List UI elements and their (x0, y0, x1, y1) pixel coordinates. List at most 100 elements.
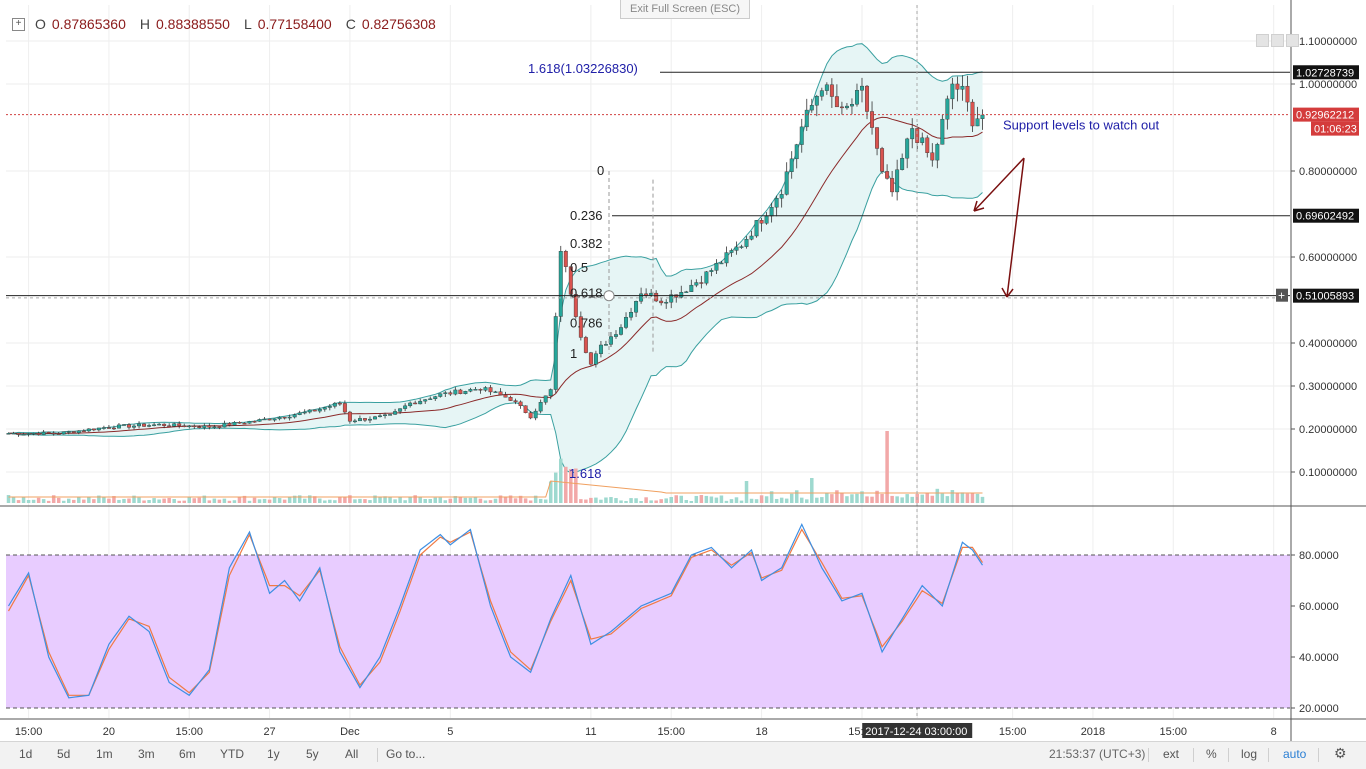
gear-icon[interactable]: ⚙ (1334, 745, 1347, 761)
candle-body (629, 311, 634, 318)
goto-button[interactable]: Go to... (386, 747, 426, 761)
candle (117, 422, 121, 429)
fib-level-label: 1 (570, 346, 577, 361)
volume-bar (845, 496, 849, 503)
pane-down-icon[interactable] (1271, 34, 1284, 47)
candle-body (428, 398, 433, 401)
candle (46, 431, 51, 434)
candle-body (187, 425, 192, 428)
candle-body (583, 337, 588, 353)
candle-body (865, 85, 869, 112)
volume-bar (353, 499, 357, 503)
range-6m-button[interactable]: 6m (179, 747, 196, 761)
support-note-label: Support levels to watch out (1003, 117, 1159, 132)
candle (91, 428, 96, 432)
log-toggle[interactable]: log (1241, 747, 1258, 761)
volume-bar (975, 493, 980, 503)
candle-body (418, 400, 423, 405)
volume-bar (764, 496, 769, 503)
volume-bar (132, 495, 136, 503)
x-tick-label: 15:00 (999, 726, 1027, 738)
candle (111, 425, 116, 430)
candle (513, 398, 518, 405)
candle-body (759, 220, 764, 224)
percent-toggle[interactable]: % (1206, 747, 1217, 761)
candle (508, 395, 513, 402)
range-1d-button[interactable]: 1d (19, 747, 33, 761)
volume-bar (749, 498, 754, 503)
volume-bar (734, 497, 739, 503)
candle-body (378, 415, 382, 417)
candle-body (363, 418, 367, 421)
toolbar-separator (377, 748, 378, 762)
exit-fullscreen-button[interactable]: Exit Full Screen (ESC) (620, 0, 750, 19)
volume-bar (830, 494, 834, 503)
candle-body (137, 423, 142, 427)
candle-body (403, 405, 408, 409)
range-5d-button[interactable]: 5d (57, 747, 71, 761)
x-tick-label: 15:00 (657, 726, 685, 738)
candle-body (945, 98, 950, 120)
range-1m-button[interactable]: 1m (96, 747, 113, 761)
candle (322, 406, 327, 412)
volume-bar (825, 492, 829, 503)
volume-bar (277, 498, 282, 503)
candle-body (644, 293, 649, 296)
candle-body (222, 423, 227, 428)
volume-bar (950, 490, 955, 503)
expand-icon[interactable]: + (12, 17, 25, 31)
volume-bar (468, 497, 473, 503)
candles (6, 75, 985, 437)
candle (76, 430, 81, 435)
candle (493, 390, 498, 393)
toolbar-separator (1268, 748, 1269, 762)
candle (252, 420, 257, 423)
candle-body (86, 428, 91, 432)
candle (719, 260, 724, 265)
volume-bar (835, 490, 839, 503)
candle-body (242, 422, 247, 425)
candle-body (824, 84, 829, 91)
candle-body (142, 423, 147, 427)
ext-toggle[interactable]: ext (1163, 747, 1180, 761)
pane-maximize-icon[interactable] (1286, 34, 1299, 47)
candle-body (357, 418, 362, 422)
candle-body (468, 389, 473, 392)
volume-bar (443, 500, 448, 503)
add-alert-button[interactable] (1276, 288, 1288, 302)
candle-body (920, 137, 925, 143)
range-5y-button[interactable]: 5y (306, 747, 319, 761)
candle (337, 401, 342, 406)
candle-body (498, 391, 503, 396)
volume-bar (719, 495, 724, 503)
volume-bar (920, 494, 925, 503)
volume-bar (147, 500, 151, 503)
candle-body (11, 432, 16, 435)
volume-bar (609, 497, 613, 503)
range-all-button[interactable]: All (345, 747, 359, 761)
range-ytd-button[interactable]: YTD (220, 747, 244, 761)
candle (839, 101, 844, 115)
range-1y-button[interactable]: 1y (267, 747, 280, 761)
volume-bar (373, 495, 377, 503)
candle (192, 424, 197, 429)
volume-bar (97, 495, 101, 503)
candle-body (719, 262, 724, 265)
candle-body (774, 198, 779, 208)
candle-body (493, 391, 498, 393)
volume-bar (313, 496, 317, 503)
candle-body (905, 138, 910, 159)
volume-bar (850, 494, 854, 503)
candle-body (433, 396, 438, 400)
auto-toggle[interactable]: auto (1283, 747, 1307, 761)
candle (127, 423, 131, 430)
volume-bar (423, 498, 427, 503)
pane-up-icon[interactable] (1256, 34, 1269, 47)
chart-canvas[interactable]: 1.02728739 0.92962212 01:06:23 0.69602492 0.… (0, 0, 1366, 741)
candle (629, 307, 634, 321)
candle-body (51, 432, 56, 435)
pane-controls (1256, 34, 1299, 47)
range-3m-button[interactable]: 3m (138, 747, 155, 761)
candle-body (970, 101, 975, 127)
fib-anchor-handle[interactable] (603, 290, 615, 302)
